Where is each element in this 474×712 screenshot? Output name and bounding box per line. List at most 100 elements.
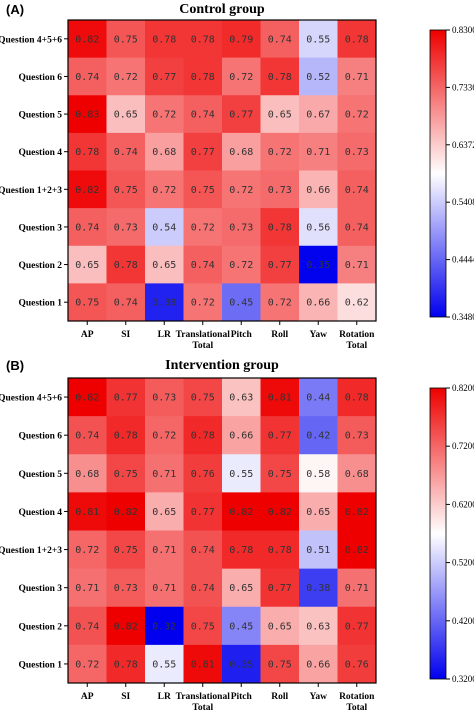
cell-value-label: 0.73 (114, 583, 138, 594)
panel-control-group: (A) Control group 0.82 0.75 0.78 0.78 0.79 0.… (0, 0, 474, 352)
heatmap-cell (106, 245, 146, 284)
column-label: Translational Total (176, 330, 231, 351)
cell-value-label: 0.51 (306, 545, 330, 556)
cell-value-label: 0.38 (152, 298, 176, 309)
row-label: Question 4+5+6 (0, 35, 62, 45)
cell-value-label: 0.55 (152, 659, 176, 670)
cell-value-label: 0.72 (268, 298, 292, 309)
colorbar-tick-label: 0.5408 (452, 197, 474, 207)
heatmap-cell (260, 568, 300, 608)
colorbar (429, 29, 447, 318)
cell-value-label: 0.63 (229, 393, 253, 404)
cell-value-label: 0.75 (191, 621, 215, 632)
heatmap-cell (106, 492, 146, 531)
column-label: Roll (271, 330, 288, 340)
heatmap-cell (337, 20, 377, 59)
row-label: Question 4 (18, 508, 62, 518)
heatmap-cell (260, 530, 300, 570)
cell-value-label: 0.74 (191, 260, 215, 271)
heatmap-cell (68, 20, 107, 59)
heatmap-cell (260, 208, 300, 247)
heatmap-cell (183, 530, 223, 570)
cell-value-label: 0.71 (345, 260, 369, 271)
cell-value-label: 0.77 (191, 147, 215, 158)
heatmap-cell (145, 416, 184, 455)
heatmap-cell (260, 416, 300, 455)
cell-value-label: 0.65 (306, 507, 330, 518)
row-label: Question 6 (18, 432, 62, 442)
heatmap-cell (183, 416, 223, 455)
heatmap-cell (260, 57, 300, 96)
cell-value-label: 0.75 (114, 469, 138, 480)
heatmap-cell (337, 606, 377, 646)
cell-value-label: 0.63 (306, 621, 330, 632)
cell-value-label: 0.82 (268, 507, 292, 518)
plot-frame (67, 19, 377, 322)
heatmap-cell (106, 644, 146, 684)
heatmap-cell (299, 20, 338, 59)
heatmap-cell (106, 454, 146, 493)
heatmap-cell (299, 568, 338, 608)
cell-value-label: 0.82 (114, 507, 138, 518)
heatmap-cell (183, 20, 223, 59)
heatmap-cell (299, 283, 338, 322)
cell-value-label: 0.45 (229, 298, 253, 309)
cell-value-label: 0.72 (114, 72, 138, 83)
cell-value-label: 0.73 (268, 185, 292, 196)
cell-value-label: 0.72 (152, 431, 176, 442)
heatmap-cell (299, 132, 338, 171)
heatmap-cell (337, 454, 377, 493)
heatmap-cell (222, 170, 261, 209)
cell-value-label: 0.72 (191, 298, 215, 309)
heatmap-cell (183, 132, 223, 171)
heatmap-cell (68, 57, 107, 96)
cell-value-label: 0.74 (75, 222, 99, 233)
heatmap-cell (260, 20, 300, 59)
heatmap-cell (222, 454, 261, 493)
column-label: Rotation Total (339, 330, 375, 351)
heatmap-cell (222, 568, 261, 608)
row-label: Question 3 (18, 223, 62, 233)
cell-value-label: 0.78 (345, 34, 369, 45)
cell-value-label: 0.65 (152, 507, 176, 518)
cell-value-label: 0.73 (114, 222, 138, 233)
cell-value-label: 0.42 (306, 431, 330, 442)
heatmap-cell (337, 530, 377, 570)
cell-value-label: 0.67 (306, 110, 330, 121)
heatmap-cell (299, 416, 338, 455)
cell-value-label: 0.65 (268, 621, 292, 632)
heatmap-cell (68, 530, 107, 570)
row-label: Question 1+2+3 (0, 186, 62, 196)
heatmap-cell (337, 132, 377, 171)
cell-value-label: 0.68 (345, 469, 369, 480)
plot-frame (67, 377, 377, 684)
heatmap-cell (106, 132, 146, 171)
heatmap-cell (260, 454, 300, 493)
heatmap-cell (106, 208, 146, 247)
cell-value-label: 0.74 (345, 185, 369, 196)
heatmap-cell (145, 245, 184, 284)
heatmap-cell (68, 95, 107, 134)
cell-value-label: 0.71 (345, 583, 369, 594)
cell-value-label: 0.75 (114, 545, 138, 556)
cell-value-label: 0.79 (229, 34, 253, 45)
heatmap-cell (222, 378, 261, 417)
heatmap-cell (68, 170, 107, 209)
column-label: AP (81, 692, 94, 702)
column-label: SI (121, 330, 130, 340)
heatmap-cell (145, 568, 184, 608)
heatmap-cell (106, 530, 146, 570)
cell-value-label: 0.81 (75, 507, 99, 518)
heatmap-cell (299, 378, 338, 417)
cell-value-label: 0.66 (306, 659, 330, 670)
cell-value-label: 0.75 (268, 469, 292, 480)
cell-value-label: 0.74 (75, 621, 99, 632)
heatmap-cell (222, 530, 261, 570)
heatmap-cell (145, 132, 184, 171)
cell-value-label: 0.55 (306, 34, 330, 45)
cell-value-label: 0.71 (152, 583, 176, 594)
heatmap-cell (183, 378, 223, 417)
heatmap-cell (145, 208, 184, 247)
cell-value-label: 0.66 (229, 431, 253, 442)
